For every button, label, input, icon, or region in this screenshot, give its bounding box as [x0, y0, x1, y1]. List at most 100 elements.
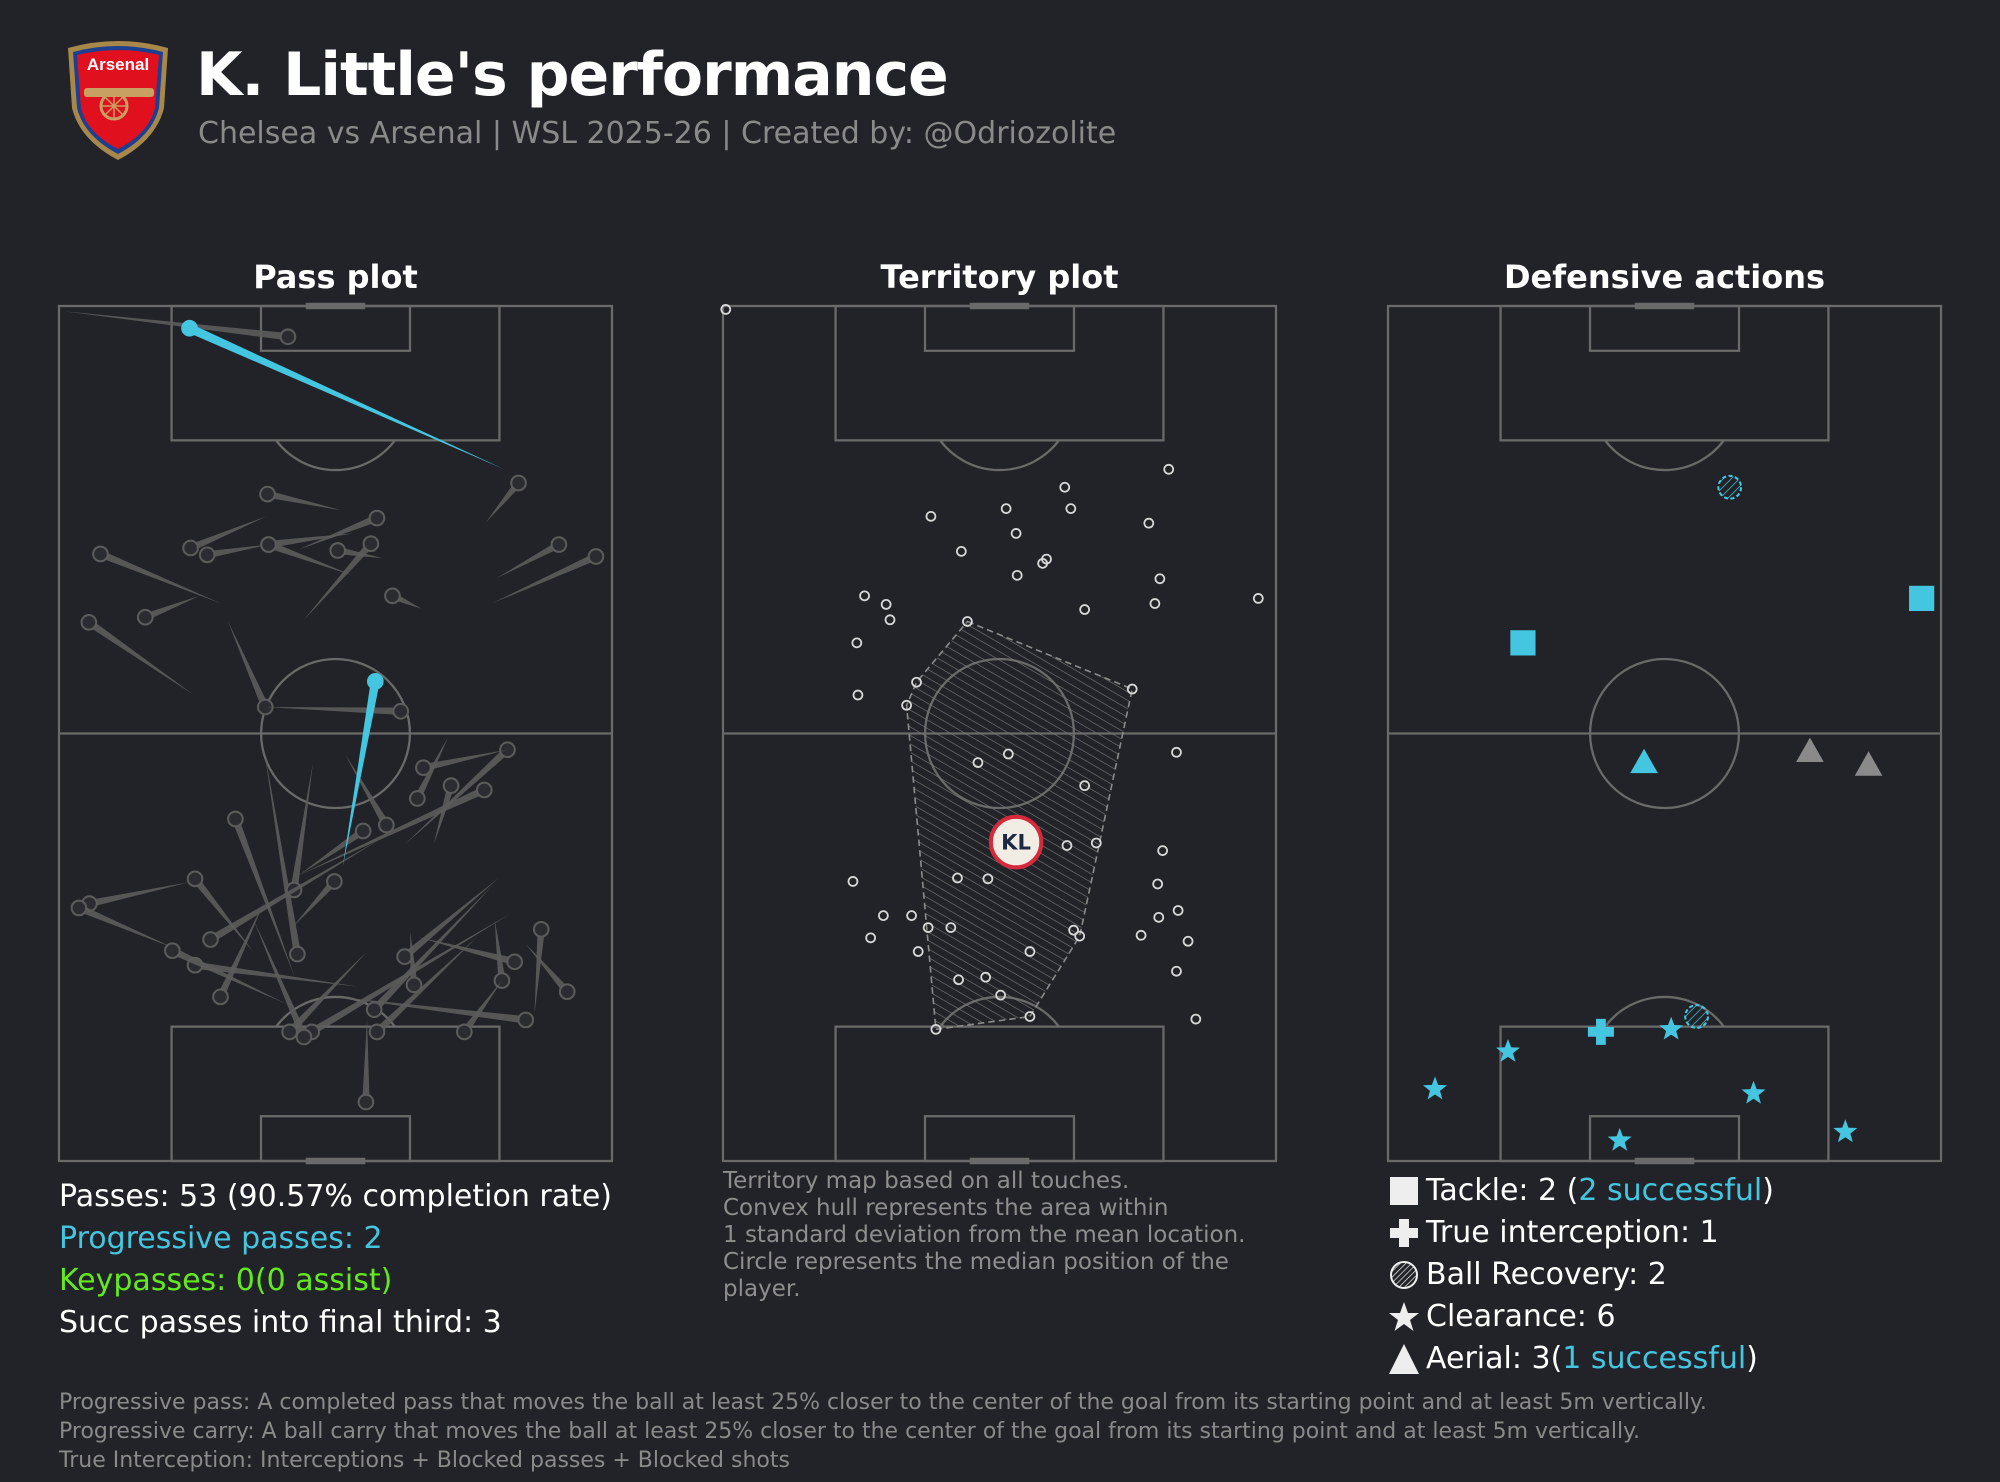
pass-stats: Passes: 53 (90.57% completion rate) Prog…: [59, 1176, 612, 1344]
pass-end-point: [506, 953, 524, 971]
triangle-icon: [1389, 1344, 1419, 1374]
centre-circle: [259, 657, 412, 810]
note-line: Convex hull represents the area within: [723, 1195, 1169, 1221]
touch-point: [912, 946, 924, 957]
touch-point: [859, 590, 870, 602]
touch-point: [1079, 604, 1091, 615]
pass-end-point: [70, 899, 88, 917]
pass-line: [208, 839, 380, 943]
legend-tackle: Tackle: 2 (2 successful): [1388, 1170, 1774, 1212]
pass-line: [187, 324, 505, 470]
penalty-box: [834, 304, 1165, 442]
legend-success: 1 successful: [1562, 1341, 1747, 1376]
pass-end-point: [558, 983, 576, 1001]
median-position-marker: [988, 814, 1044, 870]
pass-end-point: [405, 976, 423, 994]
touch-point: [1024, 1011, 1036, 1022]
territory-plot-title: Territory plot: [880, 258, 1119, 296]
penalty-arc: [1604, 439, 1725, 472]
touch-point: [1171, 965, 1182, 977]
touch-point: [1154, 573, 1166, 585]
pass-line: [290, 763, 313, 891]
clearance-marker: [1659, 1016, 1684, 1040]
touch-point: [982, 873, 994, 885]
penalty-arc: [939, 439, 1060, 472]
legend-recovery: Ball Recovery: 2: [1388, 1254, 1774, 1296]
touch-point: [962, 616, 973, 627]
pitch-lines: [1386, 302, 1943, 1165]
pass-end-point: [396, 948, 413, 966]
touch-point: [1037, 557, 1049, 569]
touch-point: [952, 872, 963, 884]
pass-line: [266, 490, 342, 511]
clearance-marker: [1833, 1119, 1858, 1143]
touch-point: [1135, 929, 1147, 941]
touch-point: [995, 989, 1006, 1001]
touch-point: [720, 304, 732, 315]
pass-line: [292, 878, 338, 927]
page-title: K. Little's performance: [196, 40, 949, 110]
penalty-box: [170, 1025, 501, 1163]
six-yard-box: [259, 304, 412, 352]
touch-point: [901, 699, 912, 711]
footnote: Progressive carry: A ball carry that mov…: [59, 1419, 1641, 1444]
pass-end-point: [181, 319, 198, 337]
median-label: KL: [1001, 829, 1031, 854]
touch-point: [1024, 946, 1036, 957]
touch-point: [1182, 935, 1194, 947]
touch-point: [930, 1023, 942, 1035]
penalty-arc: [1604, 995, 1725, 1028]
touch-point: [852, 689, 864, 701]
touch-point: [1171, 746, 1182, 758]
pass-end-point: [510, 474, 527, 492]
touch-point: [972, 757, 984, 768]
pass-end-point: [259, 485, 276, 503]
pass-end-point: [80, 614, 98, 631]
note-line: Circle represents the median position of…: [723, 1249, 1229, 1275]
touch-point: [1157, 845, 1169, 857]
touch-point: [884, 614, 896, 626]
pass-line: [534, 929, 545, 1014]
pass-end-point: [442, 777, 460, 795]
legend-label: Aerial: 3(: [1426, 1341, 1563, 1376]
legend-success: 2 successful: [1578, 1173, 1763, 1208]
svg-text:Arsenal: Arsenal: [87, 55, 149, 74]
note-line: 1 standard deviation from the mean locat…: [723, 1222, 1246, 1248]
touch-point: [1090, 837, 1102, 849]
six-yard-box: [259, 1115, 412, 1163]
touch-point: [945, 922, 957, 933]
pass-line: [362, 1018, 370, 1103]
touch-point: [922, 922, 934, 933]
touch-point: [1190, 1013, 1202, 1025]
defensive-plot: [1386, 302, 1943, 1165]
pass-end-point: [198, 546, 216, 564]
pass-end-point: [212, 988, 229, 1006]
pass-end-point: [493, 972, 511, 989]
touch-point: [1000, 503, 1012, 515]
pass-end-point: [202, 931, 219, 948]
legend-interception: True interception: 1: [1388, 1212, 1774, 1254]
pass-line: [303, 541, 374, 620]
touch-point: [911, 676, 922, 688]
pass-end-point: [281, 1023, 298, 1041]
ball-recovery-marker: [1717, 474, 1743, 500]
pass-line: [433, 784, 455, 844]
aerial-marker: [1796, 737, 1824, 763]
pass-line: [336, 996, 527, 1024]
pass-line: [227, 620, 269, 709]
six-yard-box: [923, 1115, 1076, 1163]
legend-label: Clearance: 6: [1426, 1299, 1616, 1334]
pass-end-point: [289, 945, 306, 963]
pass-line: [62, 311, 289, 341]
legend-label: True interception: 1: [1426, 1215, 1719, 1250]
pass-end-point: [550, 536, 568, 553]
pass-end-point: [260, 536, 277, 553]
keypasses-stat: Keypasses: 0(0 assist): [59, 1263, 393, 1298]
pass-end-point: [378, 816, 395, 834]
pass-line: [286, 951, 368, 1035]
pass-end-point: [366, 672, 384, 690]
tackle-marker: [1510, 630, 1536, 656]
penalty-box: [1499, 1025, 1830, 1163]
touch-point: [1172, 905, 1184, 916]
pass-line: [404, 747, 510, 845]
